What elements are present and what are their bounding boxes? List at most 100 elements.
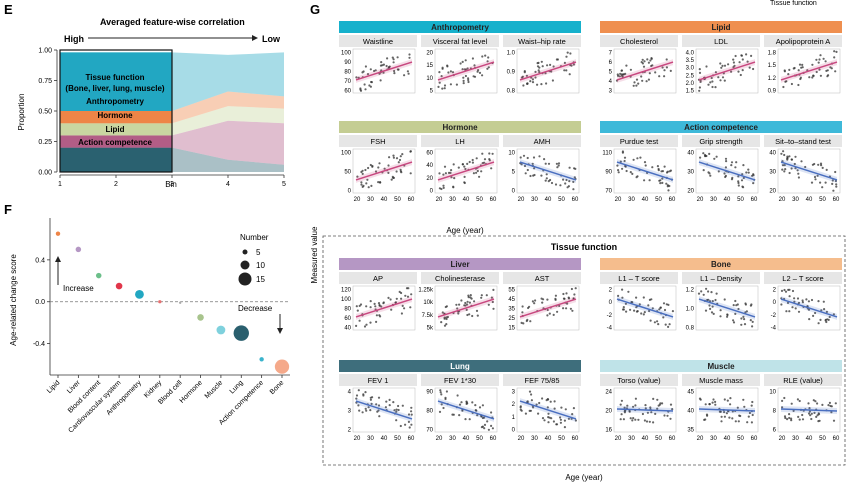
data-point [780,289,784,292]
data-point [562,178,565,181]
data-point [699,80,702,83]
data-point [792,409,795,412]
data-point [552,420,556,423]
data-point [537,412,540,415]
data-point [707,290,710,293]
data-point [445,305,448,308]
y-tick-label: 80 [344,70,351,76]
subplot-strip [421,272,499,284]
data-point [650,57,653,60]
data-point [644,404,647,407]
x-tick-label: 40 [381,436,388,442]
data-point [457,312,460,315]
data-point [528,390,532,393]
data-point [797,83,800,87]
group-header [600,121,842,133]
data-point [563,69,566,72]
data-point [629,171,632,174]
data-point [831,182,834,185]
subplot-cholinesterase: Cholinesterase 5k 7.5k 10k 1.25k [418,272,499,332]
data-point [491,300,494,304]
data-point [641,62,645,65]
data-point [410,413,413,416]
x-tick-label: 20 [436,197,443,203]
data-point [538,155,541,158]
data-point [726,315,729,318]
data-point [817,300,820,303]
data-point [546,308,549,312]
data-point [621,296,624,299]
data-point [730,164,733,167]
subplot-strip [600,35,678,47]
x-tick-label: 40 [463,197,470,203]
data-point [751,174,754,177]
data-point [734,166,737,169]
data-point [659,182,662,185]
data-point [466,313,469,317]
data-point [794,155,797,158]
data-point [833,50,836,53]
data-point [636,157,639,160]
data-point [835,50,838,54]
y-tick-label: 7 [609,51,613,57]
data-point [711,85,714,89]
y-tick-label: -0.4 [33,341,45,348]
data-point [554,183,558,186]
y-tick-label: 0 [348,189,352,195]
group-bone: Bone L1 – T score -4 -2 0 2 L1 – Density 0.8 1.0… [600,258,842,332]
data-point [410,423,413,426]
data-point [523,164,527,168]
data-point [740,54,744,57]
data-point [649,319,652,322]
data-point [632,417,635,420]
data-point [529,320,532,323]
data-point [731,417,734,420]
data-point [355,305,358,308]
data-point [480,296,483,299]
data-point [449,83,452,86]
x-tick-label: 60 [669,197,676,203]
data-point [796,297,800,300]
data-point [566,51,569,54]
data-point [404,294,407,297]
data-point [786,418,789,421]
panel-g-ylabel: Measured value [310,226,319,283]
data-point [640,312,643,315]
data-point [569,52,572,55]
data-point [524,172,527,175]
subplot-waistline: Waistline 60 70 80 90 100 [339,35,417,95]
y-tick-label: 3 [348,409,352,415]
y-tick-label: 0.50 [38,109,52,116]
point-hormone [197,314,204,321]
data-point [491,427,494,430]
x-tick-label: 50 [737,197,744,203]
subplot-title: Cholinesterase [435,274,485,283]
data-point [458,414,461,417]
trend-line [616,298,674,318]
data-point [557,164,560,167]
data-point [752,173,755,176]
subplot-strip [339,35,417,47]
data-point [521,311,524,314]
x-tick-label: 5 [282,181,286,188]
data-point [828,401,832,404]
data-point [438,410,442,413]
data-point [487,66,490,69]
data-point [810,417,813,421]
data-point [784,168,787,171]
data-point [573,176,576,179]
data-point [643,60,646,63]
data-point [620,69,623,72]
data-point [443,324,447,327]
data-point [647,78,651,81]
data-point [664,323,667,326]
trend-line [780,61,838,81]
subplot-l1-t-score: L1 – T score -4 -2 0 2 [600,272,678,332]
data-point [461,163,464,166]
data-point [819,318,822,321]
data-point [563,61,567,64]
data-point [801,63,804,66]
decrease-label: Decrease [238,304,273,313]
x-tick-label: 20 [354,436,361,442]
data-point [796,169,799,172]
